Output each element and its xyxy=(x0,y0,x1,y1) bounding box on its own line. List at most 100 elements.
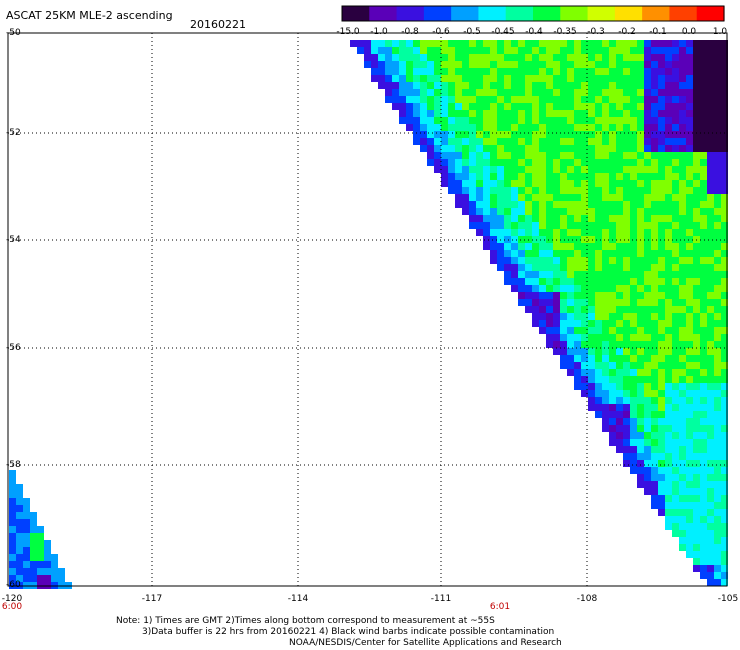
swath-cell xyxy=(721,425,728,432)
swath-cell xyxy=(560,110,567,117)
swath-cell xyxy=(721,131,728,138)
swath-cell xyxy=(623,236,630,243)
swath-cell xyxy=(679,523,686,530)
swath-cell xyxy=(637,124,644,131)
swath-cell xyxy=(714,397,721,404)
swath-cell xyxy=(30,561,37,568)
swath-cell xyxy=(686,264,693,271)
swath-cell xyxy=(602,117,609,124)
swath-cell xyxy=(567,320,574,327)
swath-cell xyxy=(595,75,602,82)
swath-cell xyxy=(511,236,518,243)
swath-cell xyxy=(483,54,490,61)
swath-cell xyxy=(399,89,406,96)
swath-cell xyxy=(581,299,588,306)
swath-cell xyxy=(483,68,490,75)
swath-cell xyxy=(539,47,546,54)
swath-cell xyxy=(721,327,728,334)
colorbar-tick-label: -0.35 xyxy=(553,27,577,37)
swath-cell xyxy=(532,82,539,89)
swath-cell xyxy=(462,124,469,131)
swath-cell xyxy=(707,509,714,516)
swath-cell xyxy=(616,250,623,257)
swath-cell xyxy=(658,250,665,257)
swath-cell xyxy=(574,278,581,285)
swath-cell xyxy=(637,327,644,334)
swath-cell xyxy=(399,40,406,47)
swath-cell xyxy=(574,152,581,159)
swath-cell xyxy=(630,243,637,250)
swath-cell xyxy=(693,558,700,565)
swath-cell xyxy=(553,264,560,271)
swath-cell xyxy=(525,222,532,229)
swath-cell xyxy=(420,96,427,103)
swath-cell xyxy=(441,96,448,103)
swath-cell xyxy=(392,103,399,110)
swath-cell xyxy=(679,285,686,292)
swath-cell xyxy=(644,306,651,313)
swath-cell xyxy=(518,194,525,201)
swath-cell xyxy=(672,495,679,502)
swath-cell xyxy=(567,124,574,131)
swath-cell xyxy=(581,348,588,355)
swath-cell xyxy=(686,488,693,495)
swath-cell xyxy=(700,306,707,313)
swath-cell xyxy=(700,54,707,61)
swath-cell xyxy=(434,117,441,124)
swath-cell xyxy=(511,166,518,173)
swath-cell xyxy=(490,75,497,82)
swath-cell xyxy=(525,257,532,264)
swath-cell xyxy=(672,390,679,397)
colorbar-tick-label: -0.8 xyxy=(401,27,419,37)
swath-cell xyxy=(483,117,490,124)
swath-cell xyxy=(497,194,504,201)
swath-cell xyxy=(553,250,560,257)
swath-cell xyxy=(462,152,469,159)
swath-cell xyxy=(637,89,644,96)
swath-cell xyxy=(665,481,672,488)
swath-cell xyxy=(721,75,728,82)
swath-cell xyxy=(637,117,644,124)
swath-cell xyxy=(581,166,588,173)
swath-cell xyxy=(623,453,630,460)
swath-cell xyxy=(700,215,707,222)
swath-cell xyxy=(602,89,609,96)
swath-cell xyxy=(441,173,448,180)
swath-cell xyxy=(658,208,665,215)
swath-cell xyxy=(693,152,700,159)
swath-cell xyxy=(721,117,728,124)
swath-cell xyxy=(511,131,518,138)
swath-cell xyxy=(616,208,623,215)
swath-cell xyxy=(714,544,721,551)
swath-cell xyxy=(476,222,483,229)
swath-cell xyxy=(623,348,630,355)
swath-cell xyxy=(23,498,30,505)
swath-cell xyxy=(427,117,434,124)
swath-cell xyxy=(714,215,721,222)
swath-cell xyxy=(686,446,693,453)
swath-cell xyxy=(637,208,644,215)
swath-cell xyxy=(686,103,693,110)
swath-cell xyxy=(644,411,651,418)
swath-cell xyxy=(434,96,441,103)
swath-cell xyxy=(693,131,700,138)
swath-cell xyxy=(623,418,630,425)
swath-cell xyxy=(721,187,728,194)
swath-cell xyxy=(427,138,434,145)
swath-cell xyxy=(616,215,623,222)
swath-cell xyxy=(567,54,574,61)
swath-cell xyxy=(595,243,602,250)
swath-cell xyxy=(644,292,651,299)
swath-cell xyxy=(658,117,665,124)
swath-cell xyxy=(693,278,700,285)
swath-cell xyxy=(385,40,392,47)
swath-cell xyxy=(616,369,623,376)
swath-cell xyxy=(623,390,630,397)
swath-cell xyxy=(574,292,581,299)
swath-cell xyxy=(483,61,490,68)
swath-cell xyxy=(532,264,539,271)
swath-cell xyxy=(630,460,637,467)
swath-cell xyxy=(672,467,679,474)
swath-cell xyxy=(672,61,679,68)
swath-cell xyxy=(616,124,623,131)
